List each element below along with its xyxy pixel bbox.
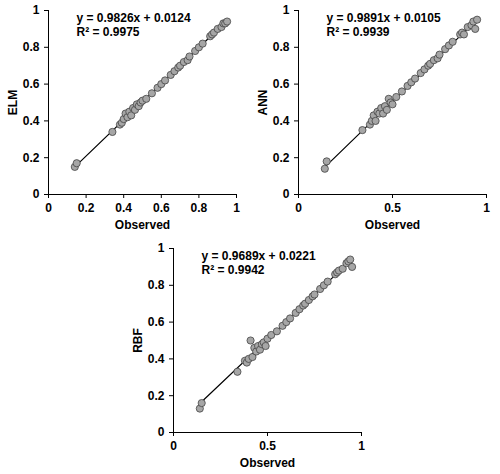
svg-text:ANN: ANN	[256, 90, 270, 116]
svg-text:0.4: 0.4	[148, 352, 165, 366]
svg-text:0.2: 0.2	[273, 151, 290, 165]
svg-text:0.8: 0.8	[148, 278, 165, 292]
svg-text:RBF: RBF	[131, 328, 145, 353]
svg-text:1: 1	[283, 3, 290, 17]
svg-text:ELM: ELM	[6, 90, 20, 115]
svg-text:0.2: 0.2	[78, 201, 95, 215]
svg-text:1: 1	[233, 201, 240, 215]
svg-text:1: 1	[158, 241, 165, 255]
svg-text:0.6: 0.6	[148, 315, 165, 329]
svg-text:0.5: 0.5	[384, 201, 401, 215]
svg-text:0.2: 0.2	[148, 389, 165, 403]
svg-text:0.8: 0.8	[191, 201, 208, 215]
svg-text:1: 1	[358, 439, 365, 453]
svg-text:Observed: Observed	[240, 456, 295, 470]
svg-text:y = 0.9689x + 0.0221R² = 0.994: y = 0.9689x + 0.0221R² = 0.9942	[202, 249, 316, 277]
svg-text:0.6: 0.6	[153, 201, 170, 215]
svg-text:y = 0.9826x + 0.0124R² = 0.997: y = 0.9826x + 0.0124R² = 0.9975	[77, 11, 191, 39]
svg-text:0.5: 0.5	[259, 439, 276, 453]
svg-text:1: 1	[483, 201, 490, 215]
svg-text:1: 1	[33, 3, 40, 17]
svg-text:0.6: 0.6	[273, 77, 290, 91]
svg-text:0: 0	[33, 187, 40, 201]
svg-text:0.4: 0.4	[115, 201, 132, 215]
svg-text:y = 0.9891x + 0.0105R² = 0.993: y = 0.9891x + 0.0105R² = 0.9939	[327, 11, 441, 39]
svg-text:0.8: 0.8	[23, 40, 40, 54]
svg-text:0: 0	[170, 439, 177, 453]
svg-text:0.6: 0.6	[23, 77, 40, 91]
svg-text:0: 0	[295, 201, 302, 215]
svg-text:0.8: 0.8	[273, 40, 290, 54]
svg-text:0: 0	[45, 201, 52, 215]
svg-text:0.2: 0.2	[23, 151, 40, 165]
svg-text:Observed: Observed	[365, 218, 420, 232]
svg-text:0.4: 0.4	[273, 114, 290, 128]
svg-text:Observed: Observed	[115, 218, 170, 232]
svg-text:0: 0	[158, 425, 165, 439]
svg-text:0: 0	[283, 187, 290, 201]
svg-text:0.4: 0.4	[23, 114, 40, 128]
